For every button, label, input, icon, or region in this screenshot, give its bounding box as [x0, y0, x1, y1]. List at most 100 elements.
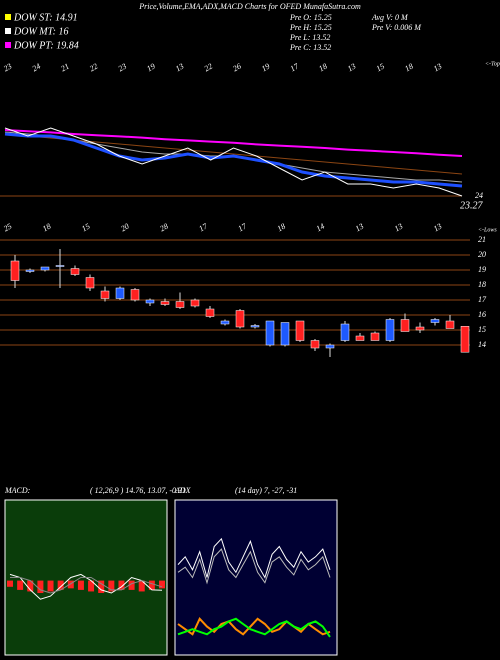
y-tick-label: 17 [478, 295, 487, 304]
date-label: 25 [2, 222, 13, 234]
series-line [177, 617, 331, 636]
legend-swatch [5, 42, 11, 48]
y-tick-label: 19 [478, 265, 486, 274]
histogram-bar [77, 580, 84, 590]
date-label: 13 [354, 222, 365, 234]
date-label: 24 [31, 62, 42, 74]
date-label: 13 [174, 62, 185, 74]
date-label: 23 [2, 62, 13, 74]
date-label: 21 [59, 62, 70, 74]
info: Pre C: 13.52 [289, 43, 331, 52]
histogram-bar [17, 580, 24, 590]
date-label: 18 [317, 62, 328, 74]
candle-body [385, 319, 395, 341]
y-tick-label: 21 [478, 235, 486, 244]
date-label: 13 [346, 62, 357, 74]
histogram-bar [128, 580, 135, 590]
histogram-bar [118, 580, 125, 590]
date-label: 14 [315, 222, 326, 234]
date-label: 19 [145, 62, 156, 74]
series-line [177, 617, 331, 638]
y-tick-label: 16 [478, 310, 486, 319]
panel-note: <-Lows [478, 227, 497, 233]
candle-body [235, 310, 245, 328]
histogram-bar [57, 580, 64, 590]
histogram-bar [88, 580, 95, 592]
candle-body [220, 320, 230, 325]
histogram-bar [108, 580, 115, 592]
candle-body [115, 287, 125, 299]
series-line [177, 548, 331, 585]
y-tick-label: 15 [478, 325, 486, 334]
panel-note: <-Tops [485, 61, 500, 67]
histogram-bar [47, 580, 54, 592]
info: Pre O: 15.25 [289, 13, 332, 22]
candle-body [190, 299, 200, 307]
panel-params: ( 12,26,9 ) 14.76, 13.07, -0.31 [90, 486, 186, 495]
legend-entry: DOW ST: 14.91 [13, 12, 78, 23]
candle-body [160, 301, 170, 305]
info: Pre V: 0.006 M [371, 23, 422, 32]
candle-body [85, 277, 95, 289]
date-label: 18 [41, 222, 52, 234]
date-label: 15 [375, 62, 386, 74]
date-label: 23 [117, 62, 128, 74]
date-label: 20 [119, 222, 130, 234]
date-label: 18 [276, 222, 287, 234]
candle-body [280, 322, 290, 346]
candle-body [340, 323, 350, 341]
candle-body [355, 335, 365, 341]
candle-body [250, 325, 260, 328]
panel-label: MACD: [4, 486, 31, 495]
date-label: 26 [231, 62, 242, 74]
series-line [177, 537, 331, 579]
candle-body [130, 289, 140, 301]
date-label: 28 [158, 222, 169, 234]
y-tick-label: 14 [478, 340, 486, 349]
histogram-bar [98, 580, 105, 593]
candle-body [40, 266, 50, 271]
date-label: 19 [260, 62, 271, 74]
histogram-bar [138, 580, 145, 592]
histogram-bar [37, 580, 44, 593]
candle-body [325, 344, 335, 349]
candle-body [460, 326, 470, 353]
candle-body [100, 290, 110, 299]
y-tick-label: 24 [475, 191, 483, 200]
price-label: 23.27 [460, 200, 484, 211]
info: Avg V: 0 M [371, 13, 409, 22]
candle-body [430, 319, 440, 323]
candle-body [55, 265, 65, 267]
candle-body [415, 326, 425, 331]
panel-label: ADX [174, 486, 192, 495]
histogram-bar [159, 580, 165, 589]
date-label: 13 [393, 222, 404, 234]
date-label: 13 [432, 222, 443, 234]
panel-params: (14 day) 7, -27, -31 [235, 486, 297, 495]
info: Pre H: 15.25 [289, 23, 332, 32]
candle-body [70, 268, 80, 275]
histogram-bar [148, 580, 155, 590]
date-label: 18 [403, 62, 414, 74]
histogram-bar [27, 580, 34, 592]
candle-body [265, 320, 275, 346]
candle-body [175, 301, 185, 308]
legend-entry: DOW PT: 19.84 [13, 40, 79, 51]
candle-body [370, 332, 380, 341]
candle-body [145, 299, 155, 304]
candle-body [205, 308, 215, 317]
date-label: 15 [80, 222, 91, 234]
candle-body [310, 340, 320, 349]
legend-entry: DOW MT: 16 [13, 26, 68, 37]
date-label: 13 [432, 62, 443, 74]
page-title: Price,Volume,EMA,ADX,MACD Charts for OFE… [138, 2, 361, 11]
series-line [10, 577, 163, 594]
series-line [4, 133, 463, 175]
legend-swatch [5, 28, 11, 34]
date-label: 22 [203, 62, 214, 74]
candle-body [10, 260, 20, 281]
candle-body [25, 269, 35, 272]
histogram-bar [7, 580, 13, 587]
date-label: 22 [88, 62, 99, 74]
legend-swatch [5, 14, 11, 20]
